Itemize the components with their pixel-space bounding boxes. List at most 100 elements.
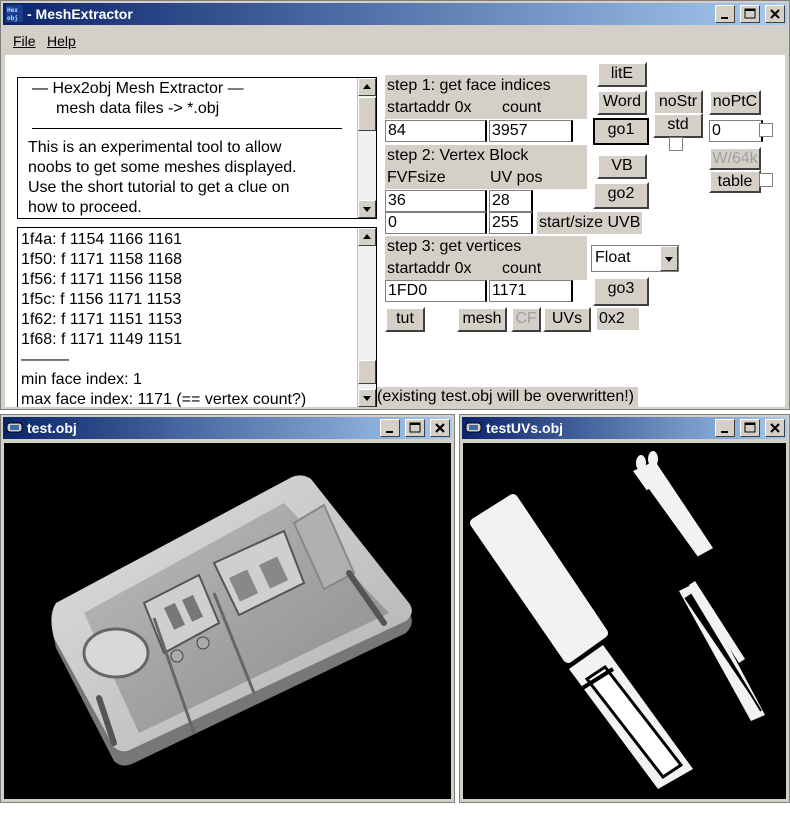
go2-button[interactable]: go2 — [593, 182, 649, 209]
uv-render — [470, 451, 765, 789]
arrow-down-icon — [363, 207, 371, 212]
output-line: 1f4a: f 1154 1166 1161 — [21, 231, 183, 248]
info-subtitle: mesh data files -> *.obj — [56, 100, 220, 117]
chevron-down-icon — [665, 257, 673, 262]
uvb-start-input[interactable]: 0 — [385, 212, 487, 234]
window-icon — [6, 422, 23, 433]
maximize-icon — [744, 8, 756, 19]
output-line: 1f62: f 1171 1151 1153 — [21, 311, 183, 328]
overwrite-warning: (existing test.obj will be overwritten!) — [377, 387, 638, 407]
mesh-button[interactable]: mesh — [457, 307, 507, 332]
arrow-up-icon — [363, 84, 371, 89]
maximize-icon — [744, 422, 756, 433]
minimize-icon — [721, 431, 729, 433]
app-icon: Hex obj — [6, 5, 23, 22]
close-button[interactable] — [430, 419, 450, 437]
info-paragraph: This is an experimental tool to allow no… — [28, 139, 297, 216]
minimize-button[interactable] — [380, 419, 401, 437]
main-titlebar[interactable]: Hex obj - MeshExtractor — [3, 3, 787, 25]
output-line: 1f50: f 1171 1158 1168 — [21, 251, 183, 268]
field-0-checkbox[interactable] — [759, 123, 773, 137]
go3-button[interactable]: go3 — [593, 277, 649, 306]
mesh-render — [51, 475, 412, 766]
output-line: 1f56: f 1171 1156 1158 — [21, 271, 183, 288]
info-textbox[interactable]: — Hex2obj Mesh Extractor — mesh data fil… — [17, 77, 377, 219]
menu-help[interactable]: Help — [47, 33, 76, 49]
cf-button[interactable]: CF — [511, 307, 541, 332]
output-lines: 1f4a: f 1154 1166 1161 1f50: f 1171 1158… — [21, 230, 306, 407]
minimize-button[interactable] — [715, 419, 736, 437]
fvf-size-input[interactable]: 36 — [385, 190, 487, 212]
close-button[interactable] — [765, 419, 785, 437]
close-button[interactable] — [765, 5, 785, 23]
go1-button[interactable]: go1 — [593, 118, 649, 145]
svg-text:obj: obj — [7, 15, 18, 22]
minimize-icon — [721, 17, 729, 19]
table-button[interactable]: table — [709, 170, 761, 193]
info-title: — Hex2obj Mesh Extractor — — [32, 80, 244, 97]
uvs-button[interactable]: UVs — [543, 307, 591, 332]
std-checkbox[interactable] — [669, 137, 683, 151]
dropdown-button[interactable] — [660, 246, 678, 271]
output-separator: ——— — [21, 351, 69, 368]
step3-addr-input[interactable]: 1FD0 — [385, 280, 487, 302]
arrow-down-icon — [363, 396, 371, 401]
maximize-icon — [409, 422, 421, 433]
uv-title: testUVs.obj — [486, 420, 564, 436]
output-line: 1f68: f 1171 1149 1151 — [21, 331, 183, 348]
scroll-up-arrow[interactable] — [358, 78, 376, 96]
uv-viewport[interactable] — [463, 443, 786, 799]
word-button[interactable]: Word — [597, 90, 647, 115]
scroll-down-arrow[interactable] — [358, 200, 376, 218]
step3-label: step 3: get vertices startaddr 0x count — [385, 236, 587, 280]
obj-titlebar[interactable]: test.obj — [3, 417, 452, 439]
uvb-size-input[interactable]: 255 — [489, 212, 533, 234]
maximize-button[interactable] — [740, 419, 761, 437]
output-scrollbar[interactable] — [357, 228, 376, 407]
mesh-viewport[interactable] — [4, 443, 451, 799]
close-icon — [435, 423, 445, 433]
step3-count-input[interactable]: 1171 — [489, 280, 573, 302]
info-divider — [32, 128, 342, 129]
w64k-button[interactable]: W/64k — [709, 147, 761, 170]
menu-file[interactable]: File — [13, 33, 36, 49]
uvb-label: start/size UVB — [537, 212, 643, 234]
close-icon — [770, 9, 780, 19]
arrow-up-icon — [363, 234, 371, 239]
minimize-icon — [386, 431, 394, 433]
vb-button[interactable]: VB — [597, 154, 647, 179]
maximize-button[interactable] — [405, 419, 426, 437]
table-checkbox[interactable] — [759, 173, 773, 187]
std-button[interactable]: std — [653, 113, 703, 138]
field-0-input[interactable]: 0 — [709, 120, 763, 142]
main-title: - MeshExtractor — [27, 6, 133, 22]
minimize-button[interactable] — [715, 5, 736, 23]
scroll-thumb[interactable] — [358, 97, 376, 131]
lite-button[interactable]: litE — [597, 62, 647, 87]
noptc-button[interactable]: noPtC — [709, 90, 761, 115]
output-textbox[interactable]: 1f4a: f 1154 1166 1161 1f50: f 1171 1158… — [17, 227, 377, 407]
close-icon — [770, 423, 780, 433]
output-line: 1f5c: f 1156 1171 1153 — [21, 291, 182, 308]
output-line: min face index: 1 — [21, 371, 142, 388]
obj-window: test.obj — [0, 414, 455, 803]
main-client-area: — Hex2obj Mesh Extractor — mesh data fil… — [5, 55, 785, 407]
data-type-select[interactable]: Float — [591, 245, 679, 272]
step2-label: step 2: Vertex Block FVFsize UV pos — [385, 145, 587, 189]
uv-pos-input[interactable]: 28 — [489, 190, 533, 212]
step1-count-input[interactable]: 3957 — [489, 120, 573, 142]
nostr-button[interactable]: noStr — [653, 90, 703, 115]
output-line: max face index: 1171 (== vertex count?) — [21, 391, 307, 407]
tut-button[interactable]: tut — [385, 307, 425, 332]
uv-titlebar[interactable]: testUVs.obj — [462, 417, 787, 439]
window-icon — [465, 422, 482, 433]
scroll-thumb[interactable] — [358, 360, 376, 384]
step1-addr-input[interactable]: 84 — [385, 120, 487, 142]
step1-label: step 1: get face indices startaddr 0x cou… — [385, 75, 587, 119]
hex-label: 0x2 — [597, 308, 639, 330]
info-scrollbar[interactable] — [357, 78, 376, 218]
scroll-up-arrow[interactable] — [358, 228, 376, 246]
obj-title: test.obj — [27, 420, 77, 436]
scroll-down-arrow[interactable] — [358, 389, 376, 407]
maximize-button[interactable] — [740, 5, 761, 23]
